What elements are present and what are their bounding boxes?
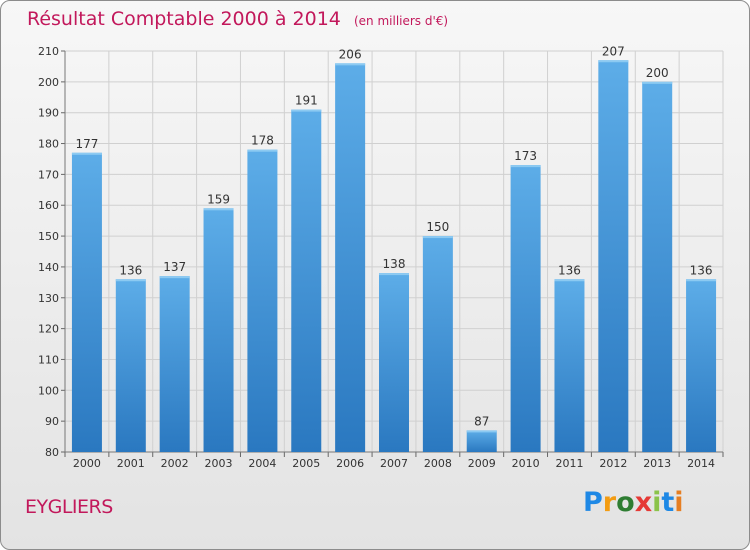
commune-name: EYGLIERS [25, 496, 113, 518]
bar-2003 [203, 208, 234, 452]
data-label: 206 [339, 47, 362, 61]
x-tick-label: 2001 [117, 457, 145, 470]
bar-highlight [115, 279, 146, 282]
data-label: 150 [426, 220, 449, 234]
logo-letter: o [616, 487, 635, 518]
y-tick-label: 100 [38, 384, 59, 397]
data-label: 136 [558, 263, 581, 277]
x-tick-label: 2013 [643, 457, 671, 470]
bar-2014 [686, 279, 717, 452]
y-tick-label: 210 [38, 45, 59, 58]
x-tick-label: 2002 [161, 457, 189, 470]
x-tick-label: 2004 [248, 457, 276, 470]
bar-2010 [510, 165, 541, 452]
y-tick-label: 180 [38, 138, 59, 151]
bar-highlight [642, 81, 673, 84]
logo-letter: P [583, 487, 603, 518]
logo-letter: x [634, 487, 653, 518]
data-label: 191 [295, 94, 318, 108]
data-label: 173 [514, 149, 537, 163]
bar-highlight [379, 273, 409, 276]
y-tick-label: 140 [38, 261, 59, 274]
y-tick-label: 150 [38, 230, 59, 243]
data-label: 177 [75, 137, 98, 151]
bar-2005 [291, 109, 322, 452]
logo-letter: i [652, 487, 662, 518]
logo-letter: i [674, 487, 684, 518]
bar-highlight [247, 149, 278, 152]
chart-unit: (en milliers d'€) [353, 14, 449, 28]
x-tick-label: 2010 [512, 457, 540, 470]
y-tick-label: 80 [45, 446, 59, 459]
bar-highlight [466, 430, 497, 433]
bar-2002 [159, 276, 190, 452]
y-tick-label: 110 [38, 353, 59, 366]
data-label: 138 [383, 257, 406, 271]
logo-letter: t [661, 487, 675, 518]
y-tick-label: 90 [45, 415, 59, 428]
x-tick-label: 2014 [687, 457, 715, 470]
bar-2000 [71, 152, 102, 453]
bar-highlight [71, 152, 102, 155]
bar-highlight [510, 165, 541, 168]
x-tick-label: 2005 [292, 457, 320, 470]
x-tick-label: 2008 [424, 457, 452, 470]
data-label: 87 [474, 414, 489, 428]
x-tick-label: 2003 [205, 457, 233, 470]
bar-highlight [554, 279, 585, 282]
proxiti-logo[interactable]: Proxiti [583, 487, 684, 518]
logo-letter: r [602, 487, 617, 518]
x-tick-label: 2009 [468, 457, 496, 470]
bar-highlight [598, 60, 629, 63]
x-tick-label: 2011 [555, 457, 583, 470]
y-tick-label: 190 [38, 107, 59, 120]
bar-2008 [422, 236, 453, 452]
y-tick-label: 120 [38, 323, 59, 336]
bar-highlight [159, 276, 190, 279]
data-label: 207 [602, 44, 625, 58]
y-tick-label: 170 [38, 168, 59, 181]
bar-highlight [335, 63, 366, 66]
x-tick-label: 2006 [336, 457, 364, 470]
x-tick-label: 2012 [599, 457, 627, 470]
x-tick-label: 2000 [73, 457, 101, 470]
data-label: 137 [163, 260, 186, 274]
data-label: 200 [646, 66, 669, 80]
x-tick-label: 2007 [380, 457, 408, 470]
bar-2011 [554, 279, 585, 452]
title-row: Résultat Comptable 2000 à 2014 (en milli… [27, 8, 448, 30]
data-label: 178 [251, 134, 274, 148]
bars [71, 60, 717, 453]
data-label: 136 [690, 263, 713, 277]
y-tick-label: 160 [38, 199, 59, 212]
bar-2004 [247, 149, 278, 452]
bar-2013 [642, 81, 673, 452]
bar-2007 [379, 273, 409, 452]
y-tick-label: 200 [38, 76, 59, 89]
data-label: 159 [207, 192, 230, 206]
bar-2012 [598, 60, 629, 452]
y-tick-label: 130 [38, 292, 59, 305]
data-label: 136 [119, 263, 142, 277]
bar-2001 [115, 279, 146, 452]
bar-highlight [686, 279, 717, 282]
data-labels: 177 136 137 159 178 191 206 138 150 87 173 136 207 20… [75, 44, 712, 428]
bar-highlight [291, 109, 322, 112]
bar-highlight [203, 208, 234, 211]
bar-2009 [466, 430, 497, 452]
bar-2006 [335, 63, 366, 452]
bar-highlight [422, 236, 453, 239]
chart-title: Résultat Comptable 2000 à 2014 [27, 8, 341, 30]
